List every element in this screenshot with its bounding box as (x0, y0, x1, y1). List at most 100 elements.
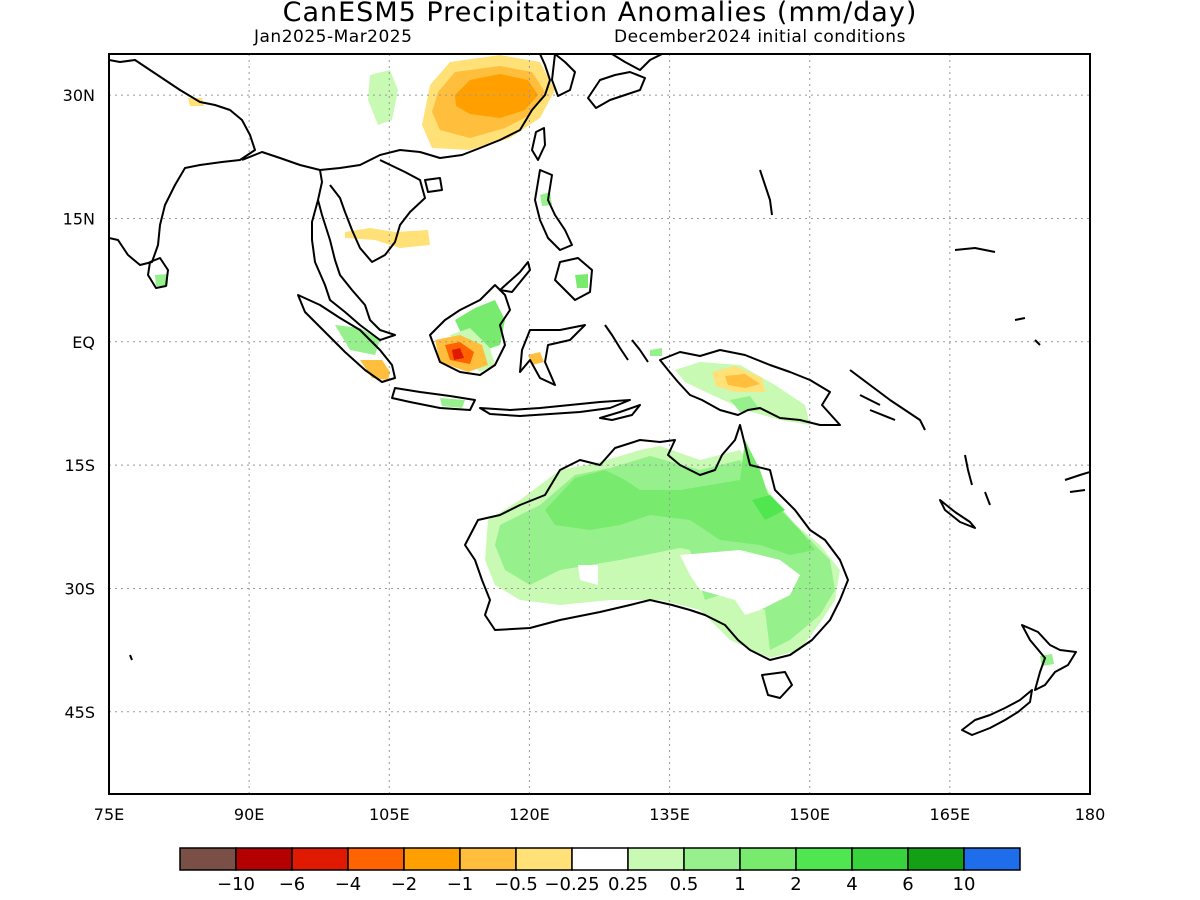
colorbar-label: 4 (846, 874, 857, 895)
anomaly-south-sumatra (360, 360, 390, 380)
colorbar-swatch (459, 847, 517, 871)
colorbar-swatch (795, 847, 853, 871)
colorbar-label: −10 (217, 874, 255, 895)
colorbar (179, 847, 1021, 871)
coast-borneo (429, 284, 511, 376)
map-frame (108, 53, 1091, 795)
coast-australia (464, 424, 849, 661)
lon-tick-label: 90E (234, 805, 264, 824)
colorbar-swatch (515, 847, 573, 871)
colorbar-swatch (235, 847, 293, 871)
colorbar-label: 0.5 (670, 874, 699, 895)
lon-tick-label: 120E (509, 805, 550, 824)
anomaly-mindanao (575, 274, 588, 288)
anomaly-halmahera (650, 348, 662, 356)
coast-java (391, 387, 476, 411)
coast-tasmania (761, 671, 793, 699)
lat-tick-label: 15S (64, 456, 95, 475)
colorbar-label: −4 (335, 874, 362, 895)
lat-tick-label: 15N (63, 209, 95, 228)
colorbar-label: −6 (279, 874, 306, 895)
anomaly-tibet (368, 70, 398, 125)
coast-asia (109, 54, 551, 341)
colorbar-swatch (291, 847, 349, 871)
coast-vanuatu (964, 454, 991, 506)
colorbar-label: −0.25 (544, 874, 599, 895)
lat-tick-label: 45S (64, 703, 95, 722)
anomaly-sri-lanka (155, 274, 168, 286)
colorbar-swatch (347, 847, 405, 871)
anomaly-new-guinea-dry (725, 374, 760, 388)
coast-mindanao (554, 257, 593, 301)
gridlines (109, 54, 1090, 794)
coast-sumatra (297, 294, 396, 383)
colorbar-label: −0.5 (494, 874, 538, 895)
latitude-labels: 30N 15N EQ 15S 30S 45S (63, 86, 95, 722)
lon-tick-label: 165E (930, 805, 971, 824)
coast-sri-lanka (147, 257, 169, 289)
coast-taiwan (531, 127, 546, 161)
coast-solomons (849, 369, 926, 431)
anomaly-sulawesi (528, 352, 544, 365)
colorbar-swatch (627, 847, 685, 871)
colorbar-swatch (907, 847, 965, 871)
colorbar-label: 0.25 (608, 874, 648, 895)
coast-hainan (424, 177, 443, 193)
coast-timor (599, 404, 641, 421)
coast-luzon (534, 169, 573, 251)
colorbar-labels: −10 −6 −4 −2 −1 −0.5 −0.25 0.25 0.5 1 2 4 6 10 (217, 874, 975, 895)
coast-korea (551, 54, 576, 97)
coast-new-caledonia (939, 499, 976, 529)
anomaly-central-australia-neutral (680, 550, 800, 615)
lat-tick-label: 30N (63, 86, 95, 105)
anomaly-queensland-peak (752, 495, 785, 520)
map-title: CanESM5 Precipitation Anomalies (mm/day) (282, 0, 918, 28)
lat-tick-label: 30S (64, 579, 95, 598)
anomaly-fields (155, 55, 1054, 666)
coast-nz-north (1021, 624, 1077, 691)
colorbar-label: 10 (953, 874, 976, 895)
coast-nz-south (961, 689, 1033, 736)
coast-halmahera (604, 324, 649, 363)
anomaly-south-borneo-peak (452, 348, 464, 360)
initial-conditions: December2024 initial conditions (614, 27, 906, 47)
coast-lesser-sunda (479, 399, 631, 417)
coast-micronesia (759, 169, 1041, 346)
coast-sulawesi (519, 324, 586, 386)
colorbar-label: 6 (902, 874, 913, 895)
colorbar-label: 1 (734, 874, 745, 895)
colorbar-label: 2 (790, 874, 801, 895)
lon-tick-label: 150E (789, 805, 830, 824)
anomaly-south-china-strong (455, 74, 538, 118)
colorbar-label: −2 (391, 874, 418, 895)
anomaly-new-guinea-east (730, 396, 760, 412)
lon-tick-label: 105E (369, 805, 410, 824)
coast-japan (587, 54, 663, 109)
coastlines (109, 54, 1090, 736)
coast-new-guinea (659, 349, 841, 426)
anomaly-indochina (345, 228, 430, 248)
anomaly-new-guinea-light (675, 362, 810, 425)
colorbar-swatch (179, 847, 237, 871)
coast-fiji (1064, 471, 1090, 493)
colorbar-swatch (851, 847, 909, 871)
colorbar-swatch (403, 847, 461, 871)
longitude-labels: 75E 90E 105E 120E 135E 150E 165E 180 (94, 805, 1106, 824)
lon-tick-label: 75E (94, 805, 124, 824)
anomaly-himalaya (188, 98, 204, 106)
anomaly-west-australia-neutral (578, 565, 598, 585)
lon-tick-label: 180 (1075, 805, 1106, 824)
colorbar-swatch (739, 847, 797, 871)
colorbar-swatch (963, 847, 1021, 871)
colorbar-swatch (571, 847, 629, 871)
lon-tick-label: 135E (649, 805, 690, 824)
colorbar-label: −1 (447, 874, 474, 895)
coast-sri-small (129, 654, 133, 661)
lat-tick-label: EQ (72, 333, 95, 352)
forecast-period: Jan2025-Mar2025 (254, 27, 413, 47)
anomaly-sumatra (335, 325, 380, 355)
anomaly-australia-strong (545, 440, 815, 555)
coast-palawan (499, 261, 531, 293)
anomaly-java (440, 398, 465, 408)
